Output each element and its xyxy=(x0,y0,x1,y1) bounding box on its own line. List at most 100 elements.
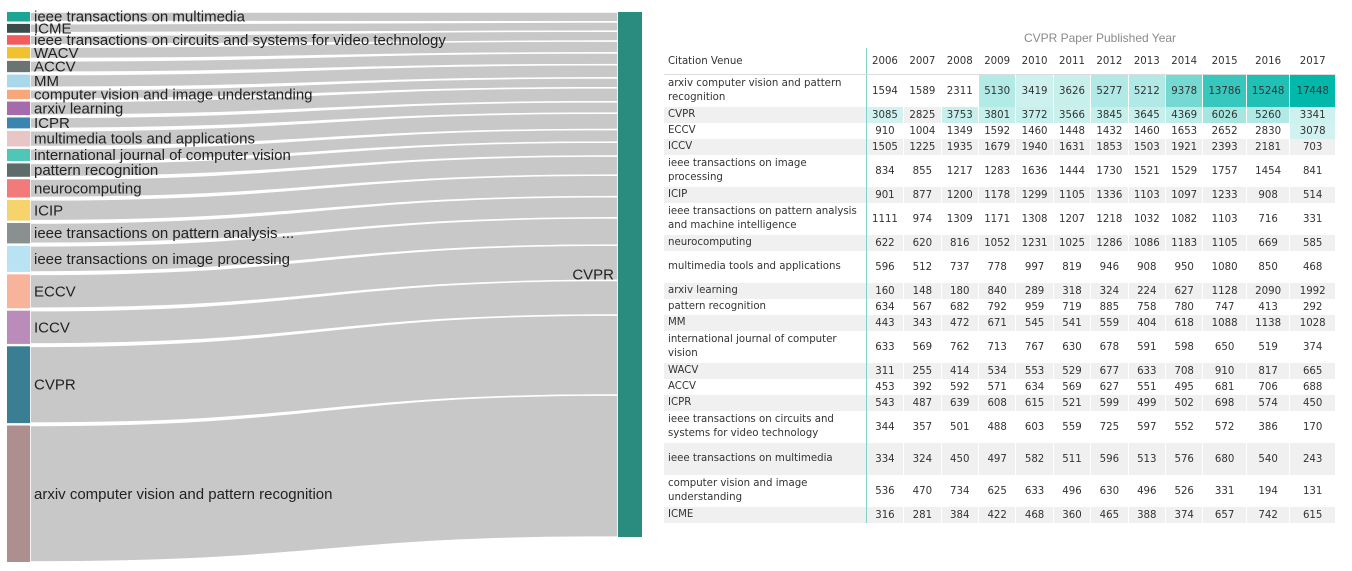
data-cell: 1940 xyxy=(1015,139,1054,155)
sankey-source-node[interactable] xyxy=(7,130,30,147)
data-cell: 5260 xyxy=(1246,107,1291,123)
data-cell: 541 xyxy=(1053,315,1092,331)
data-cell: 596 xyxy=(866,251,905,283)
sankey-source-label: ICME xyxy=(34,20,72,37)
sankey-source-label: ACCV xyxy=(34,59,76,76)
table-row[interactable]: ACCV 453 392 592 571 634 569 627 551 495 681 706 688 xyxy=(664,379,1336,395)
sankey-source-node[interactable] xyxy=(7,47,30,59)
column-header-year[interactable]: 2014 xyxy=(1165,48,1204,75)
sankey-source-node[interactable] xyxy=(7,35,30,45)
table-row[interactable]: international journal of computer vision… xyxy=(664,331,1336,363)
column-header-year[interactable]: 2015 xyxy=(1202,48,1247,75)
column-header-year[interactable]: 2012 xyxy=(1090,48,1129,75)
data-cell: 716 xyxy=(1246,203,1291,235)
data-cell: 585 xyxy=(1289,235,1336,251)
data-cell: 725 xyxy=(1090,411,1129,443)
sankey-target-label: CVPR xyxy=(572,267,614,284)
table-row[interactable]: MM 443 343 472 671 545 541 559 404 618 1088 1138 102… xyxy=(664,315,1336,331)
data-cell: 576 xyxy=(1165,443,1204,475)
data-cell: 1636 xyxy=(1015,155,1054,187)
sankey-source-node[interactable] xyxy=(7,245,30,272)
column-header-year[interactable]: 2009 xyxy=(978,48,1017,75)
table-row[interactable]: ieee transactions on multimedia 334 324 450… xyxy=(664,443,1336,475)
data-cell: 1299 xyxy=(1015,187,1054,203)
row-header-venue: ieee transactions on circuits and system… xyxy=(664,411,867,443)
sankey-target-node[interactable] xyxy=(618,12,642,537)
table-row[interactable]: WACV 311 255 414 534 553 529 677 633 708 910 817 665 xyxy=(664,363,1336,379)
data-cell: 706 xyxy=(1246,379,1291,395)
data-cell: 501 xyxy=(941,411,979,443)
table-row[interactable]: arxiv learning 160 148 180 840 289 318 324 224 62… xyxy=(664,283,1336,299)
sankey-source-node[interactable] xyxy=(7,163,30,177)
table-row[interactable]: ICIP 901 877 1200 1178 1299 1105 1336 1103 1097 12… xyxy=(664,187,1336,203)
data-cell: 3772 xyxy=(1015,107,1054,123)
table-title: CVPR Paper Published Year xyxy=(1023,31,1177,45)
column-header-year[interactable]: 2008 xyxy=(941,48,979,75)
data-cell: 3341 xyxy=(1289,107,1336,123)
sankey-source-node[interactable] xyxy=(7,12,30,22)
sankey-source-node[interactable] xyxy=(7,425,30,562)
table-row[interactable]: ECCV 910 1004 1349 1592 1460 1448 1432 1460 1653 2… xyxy=(664,123,1336,139)
table-row[interactable]: CVPR 3085 2825 3753 3801 3772 3566 3845 3645 4369… xyxy=(664,107,1336,123)
data-cell: 552 xyxy=(1165,411,1204,443)
data-cell: 512 xyxy=(903,251,942,283)
data-cell: 1730 xyxy=(1090,155,1129,187)
sankey-source-node[interactable] xyxy=(7,346,30,424)
table-row[interactable]: neurocomputing 622 620 816 1052 1231 1025 1286 1… xyxy=(664,235,1336,251)
table-row[interactable]: computer vision and image understanding 5… xyxy=(664,475,1336,507)
table-row[interactable]: ICPR 543 487 639 608 615 521 599 499 502 698 574 450 xyxy=(664,395,1336,411)
data-cell: 496 xyxy=(1053,475,1092,507)
data-cell: 841 xyxy=(1289,155,1336,187)
data-cell: 1589 xyxy=(903,74,942,107)
column-header-year[interactable]: 2017 xyxy=(1289,48,1336,75)
data-cell: 1349 xyxy=(941,123,979,139)
row-header-venue: international journal of computer vision xyxy=(664,331,867,363)
table-row[interactable]: ieee transactions on circuits and system… xyxy=(664,411,1336,443)
column-header-year[interactable]: 2006 xyxy=(866,48,905,75)
data-cell: 3566 xyxy=(1053,107,1092,123)
data-cell: 2311 xyxy=(941,74,979,107)
data-cell: 1225 xyxy=(903,139,942,155)
data-cell: 1052 xyxy=(978,235,1017,251)
table-row[interactable]: pattern recognition 634 567 682 792 959 719 885… xyxy=(664,299,1336,315)
column-header-year[interactable]: 2013 xyxy=(1128,48,1167,75)
table-row[interactable]: ICME 316 281 384 422 468 360 465 388 374 657 742 615 xyxy=(664,507,1336,523)
sankey-source-node[interactable] xyxy=(7,310,30,344)
data-cell: 569 xyxy=(903,331,942,363)
sankey-source-node[interactable] xyxy=(7,23,30,33)
table-row[interactable]: ieee transactions on pattern analysis an… xyxy=(664,203,1336,235)
table-row[interactable]: ICCV 1505 1225 1935 1679 1940 1631 1853 1503 1921… xyxy=(664,139,1336,155)
sankey-source-node[interactable] xyxy=(7,274,30,309)
sankey-source-node[interactable] xyxy=(7,223,30,244)
sankey-source-node[interactable] xyxy=(7,89,30,100)
data-cell: 1592 xyxy=(978,123,1017,139)
sankey-source-label: international journal of computer vision xyxy=(34,147,291,164)
column-header-year[interactable]: 2011 xyxy=(1053,48,1092,75)
data-cell: 6026 xyxy=(1202,107,1247,123)
data-cell: 1200 xyxy=(941,187,979,203)
row-header-venue: arxiv learning xyxy=(664,283,867,299)
data-cell: 360 xyxy=(1053,507,1092,523)
data-cell: 633 xyxy=(1128,363,1167,379)
table-row[interactable]: arxiv computer vision and pattern recogn… xyxy=(664,74,1336,107)
sankey-source-node[interactable] xyxy=(7,179,30,198)
column-header-year[interactable]: 2016 xyxy=(1246,48,1291,75)
table-row[interactable]: ieee transactions on image processing 834… xyxy=(664,155,1336,187)
data-cell: 496 xyxy=(1128,475,1167,507)
sankey-source-node[interactable] xyxy=(7,117,30,129)
data-cell: 324 xyxy=(1090,283,1129,299)
data-cell: 567 xyxy=(903,299,942,315)
column-header-year[interactable]: 2007 xyxy=(903,48,942,75)
data-cell: 148 xyxy=(903,283,942,299)
data-cell: 470 xyxy=(903,475,942,507)
sankey-source-node[interactable] xyxy=(7,60,30,73)
column-header-year[interactable]: 2010 xyxy=(1015,48,1054,75)
data-cell: 657 xyxy=(1202,507,1247,523)
sankey-source-node[interactable] xyxy=(7,101,30,116)
sankey-source-node[interactable] xyxy=(7,148,30,162)
column-header-venue[interactable]: Citation Venue xyxy=(664,48,867,75)
data-cell: 243 xyxy=(1289,443,1336,475)
sankey-source-node[interactable] xyxy=(7,199,30,221)
table-row[interactable]: multimedia tools and applications 596 512 7… xyxy=(664,251,1336,283)
sankey-source-node[interactable] xyxy=(7,74,30,88)
